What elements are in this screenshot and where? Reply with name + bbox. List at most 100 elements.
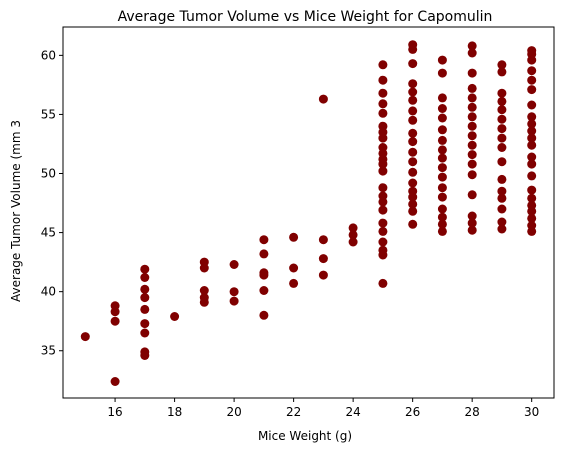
data-point [408,106,418,116]
data-point [378,99,388,109]
data-point [110,377,120,386]
data-point [467,140,477,150]
data-point [437,204,447,214]
data-point [437,104,447,113]
data-point [378,191,388,201]
data-point [408,128,418,138]
data-point [408,147,418,157]
data-point [527,133,537,143]
y-tick-label: 40 [41,285,56,299]
data-point [408,157,418,167]
data-point [408,178,418,188]
data-point [378,88,388,98]
data-point [318,94,328,104]
x-tick-label: 22 [286,405,301,419]
data-point [289,278,299,288]
x-tick-label: 30 [524,405,539,419]
data-point [497,157,507,167]
data-point [229,296,239,306]
y-tick-label: 35 [41,344,56,358]
data-point [497,105,507,115]
data-point [527,140,537,150]
x-axis-label: Mice Weight (g) [258,429,352,443]
data-point [467,93,477,103]
data-point [527,193,537,203]
data-point [378,278,388,288]
data-point [408,199,418,209]
data-point [378,183,388,193]
data-point [497,174,507,184]
data-point [467,159,477,169]
x-axis: 16 18 20 22 24 26 28 30 [107,398,539,419]
data-point [378,60,388,70]
data-point [378,121,388,131]
data-point [467,41,477,51]
x-tick-label: 28 [465,405,480,419]
data-point [527,185,537,195]
data-point [378,226,388,236]
data-point [527,119,537,129]
data-point [437,172,447,182]
data-point [140,293,150,303]
data-point [527,221,537,230]
data-point [527,159,537,169]
y-tick-label: 45 [41,226,56,240]
data-point [199,257,209,267]
data-point [437,145,447,155]
data-point [199,293,209,303]
data-point [289,232,299,242]
data-point [467,190,477,200]
data-point [408,167,418,177]
data-point [259,268,269,278]
data-point [527,171,537,181]
data-point [497,67,507,77]
data-point [467,48,477,58]
data-point [497,114,507,124]
y-tick-label: 60 [41,48,56,62]
data-point [408,115,418,125]
data-point [140,304,150,314]
data-point [497,124,507,134]
data-point [437,212,447,222]
points-layer [80,40,537,386]
data-point [497,204,507,214]
y-tick-label: 55 [41,107,56,121]
y-tick-label: 50 [41,167,56,181]
data-point [467,170,477,180]
data-point [140,347,150,357]
data-point [110,301,120,311]
data-point [408,95,418,105]
data-point [378,143,388,152]
data-point [110,316,120,326]
data-point [408,186,418,196]
data-point [497,217,507,227]
data-point [437,113,447,123]
data-point [437,93,447,103]
data-point [348,223,358,233]
data-point [408,137,418,147]
data-point [378,245,388,255]
data-point [318,270,328,280]
data-point [378,108,388,118]
data-point [467,218,477,228]
data-point [437,135,447,145]
x-tick-label: 24 [345,405,360,419]
data-point [199,286,209,295]
data-point [527,46,537,56]
data-point [259,235,269,245]
data-point [378,166,388,176]
data-point [437,163,447,173]
data-point [437,226,447,236]
data-point [497,60,507,70]
data-point [140,284,150,294]
data-point [527,112,537,122]
data-point [408,59,418,69]
x-tick-label: 26 [405,405,420,419]
data-point [170,312,180,321]
data-point [497,88,507,98]
data-point [437,192,447,202]
data-point [408,219,418,229]
data-point [497,133,507,143]
data-point [289,263,299,273]
